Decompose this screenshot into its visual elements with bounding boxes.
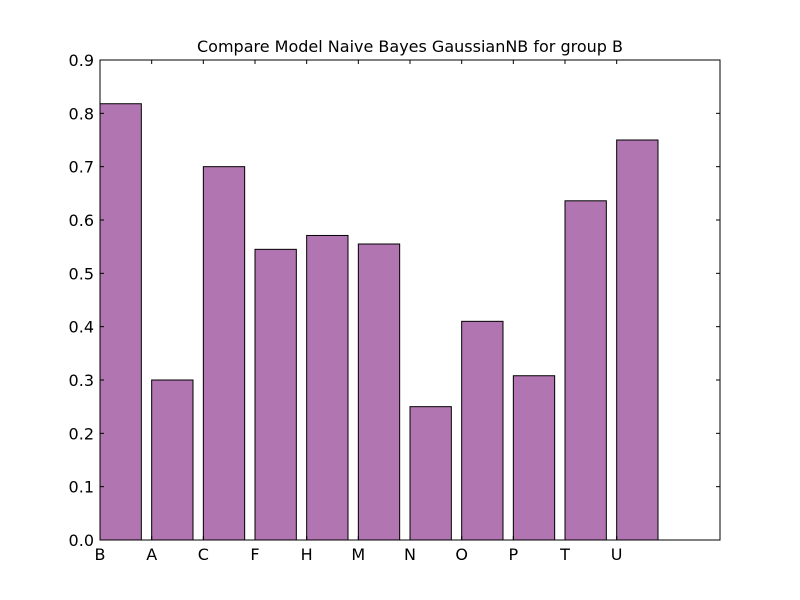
bar-M: [357, 243, 401, 541]
x-tick-label: P: [509, 545, 519, 564]
y-tick-label: 0.9: [69, 51, 94, 70]
bar-N: [409, 406, 452, 541]
y-tick-label: 0.3: [69, 371, 94, 390]
x-tick-label: U: [611, 545, 623, 564]
y-tick-label: 0.2: [69, 424, 94, 443]
bar-U: [616, 139, 659, 541]
y-axis: 0.0 0.1 0.2 0.3 0.4 0.5 0.6 0.7 0.8 0.9: [69, 51, 720, 550]
bar-O: [461, 320, 504, 541]
bar-P: [512, 375, 556, 541]
x-tick-label: C: [198, 545, 209, 564]
bars-group: [99, 103, 659, 541]
bar-H: [306, 234, 349, 541]
x-tick-label: A: [146, 545, 157, 564]
y-tick-label: 0.0: [69, 531, 94, 550]
y-tick-label: 0.8: [69, 104, 94, 123]
y-tick-label: 0.7: [69, 158, 94, 177]
y-tick-label: 0.5: [69, 264, 94, 283]
bar-C: [202, 166, 246, 541]
bar-B: [99, 103, 142, 541]
bar-A: [151, 379, 194, 541]
x-tick-label: B: [95, 545, 106, 564]
chart-title: Compare Model Naive Bayes GaussianNB for…: [197, 37, 623, 56]
x-tick-label: F: [250, 545, 259, 564]
y-tick-label: 0.1: [69, 478, 94, 497]
y-tick-label: 0.6: [69, 211, 94, 230]
bar-T: [564, 200, 607, 541]
x-tick-label: N: [404, 545, 416, 564]
x-tick-label: T: [559, 545, 570, 564]
plot-frame: [99, 59, 721, 541]
y-tick-label: 0.4: [69, 318, 94, 337]
x-tick-label: M: [351, 545, 365, 564]
x-tick-label: H: [301, 545, 313, 564]
x-tick-label: O: [455, 545, 468, 564]
bar-F: [254, 248, 297, 541]
